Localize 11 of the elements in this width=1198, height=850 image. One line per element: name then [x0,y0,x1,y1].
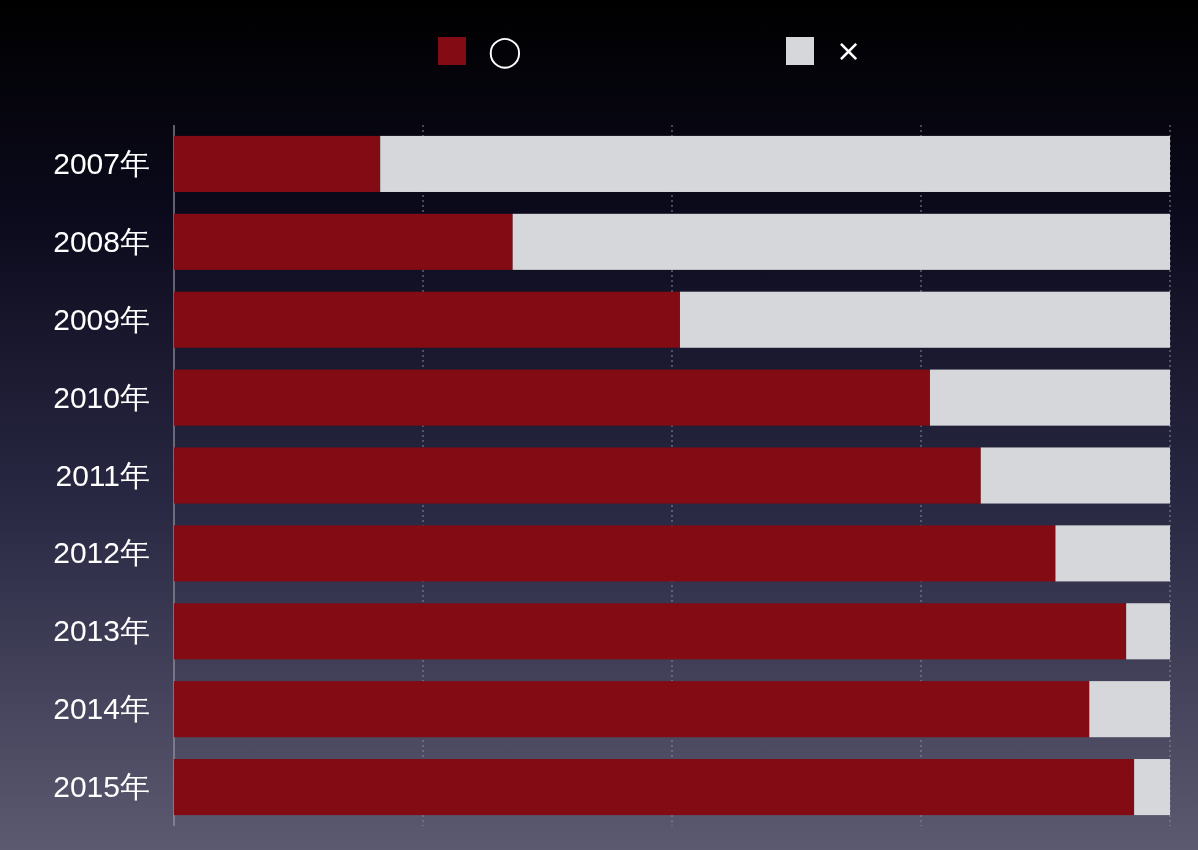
y-tick-label: 2009年 [53,302,150,336]
y-tick-label: 2007年 [53,146,150,180]
y-tick-label: 2014年 [53,692,150,726]
y-tick-label: 2011年 [55,458,150,492]
y-tick-label: 2013年 [53,614,150,648]
y-tick-label: 2012年 [53,536,150,570]
legend-label: × [836,33,862,68]
y-tick-label: 2015年 [53,770,150,804]
y-tick-label: 2010年 [53,380,150,414]
y-tick-label: 2008年 [53,224,150,258]
legend-label: ◯ [488,33,522,69]
